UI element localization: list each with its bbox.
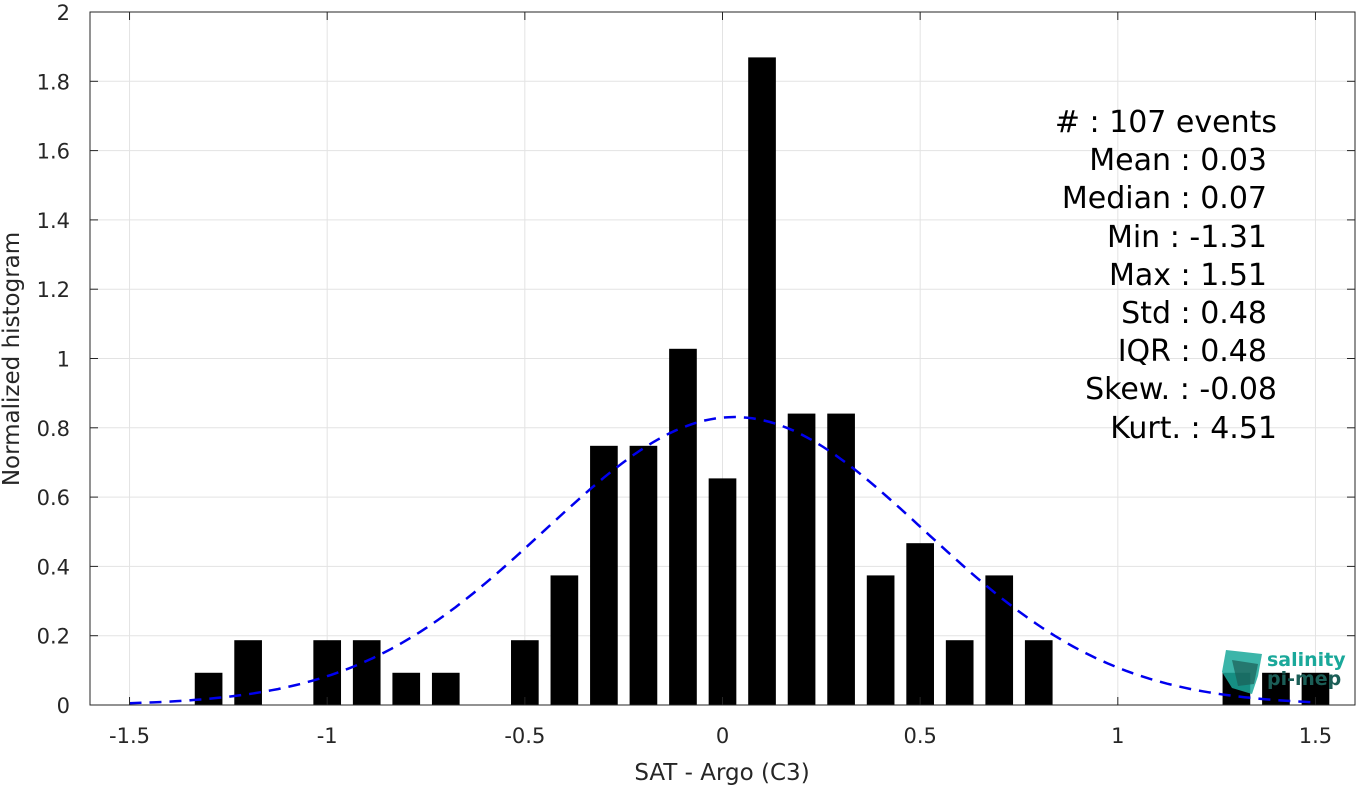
stats-box: # : 107 events Mean : 0.03 Median : 0.07…: [1055, 105, 1277, 446]
stat-skew: Skew. : -0.08: [1085, 372, 1277, 407]
histogram-bar: [945, 640, 974, 705]
salinity-pimep-logo: salinity pi-mep: [1222, 649, 1346, 694]
logo-line2: pi-mep: [1267, 668, 1341, 690]
y-tick-label: 0.4: [37, 555, 70, 579]
x-axis-ticks: -1.5 -1 -0.5 0 0.5 1 1.5: [109, 12, 1332, 748]
y-axis-label: Normalized histogram: [0, 232, 25, 486]
y-tick-label: 1.8: [37, 70, 70, 94]
x-tick-label: -0.5: [504, 724, 545, 748]
histogram-bar: [352, 640, 381, 705]
histogram-bar: [392, 672, 421, 705]
fit-curve: [129, 415, 1316, 705]
logo-line1: salinity: [1267, 649, 1346, 671]
stat-kurt: Kurt. : 4.51: [1110, 411, 1277, 446]
stat-count: # : 107 events: [1055, 105, 1277, 140]
y-tick-label: 0.2: [37, 625, 70, 649]
y-tick-label: 0.8: [37, 417, 70, 441]
histogram-bar: [708, 478, 737, 705]
y-axis-ticks: 0 0.2 0.4 0.6 0.8 1 1.2 1.4 1.6 1.8 2: [37, 1, 1355, 718]
histogram-bar: [787, 413, 816, 705]
histogram-bar: [669, 348, 697, 705]
stat-max: Max : 1.51: [1109, 258, 1267, 293]
x-axis-label: SAT - Argo (C3): [634, 760, 809, 786]
x-tick-label: -1.5: [109, 724, 150, 748]
y-tick-label: 2: [57, 1, 70, 25]
histogram-bar: [511, 640, 539, 705]
histogram-bar: [906, 543, 934, 705]
stat-mean: Mean : 0.03: [1089, 143, 1267, 178]
histogram-bar: [748, 57, 776, 706]
y-tick-label: 0.6: [37, 486, 70, 510]
histogram-bar: [1024, 640, 1053, 705]
histogram-bar: [629, 445, 658, 705]
x-tick-label: -1: [317, 724, 338, 748]
stat-iqr: IQR : 0.48: [1118, 334, 1267, 369]
histogram-bar: [431, 672, 460, 705]
x-tick-label: 1: [1111, 724, 1124, 748]
x-tick-label: 0: [716, 724, 729, 748]
histogram-bar: [827, 413, 855, 705]
stat-median: Median : 0.07: [1062, 181, 1267, 216]
stat-std: Std : 0.48: [1121, 296, 1267, 331]
logo-shape-dark-icon: [1232, 660, 1258, 686]
histogram-bars: [194, 57, 1330, 706]
y-tick-label: 0: [57, 694, 70, 718]
histogram-bar: [985, 575, 1014, 705]
x-tick-label: 1.5: [1299, 724, 1332, 748]
y-tick-label: 1.4: [37, 209, 70, 233]
y-tick-label: 1: [57, 348, 70, 372]
stat-min: Min : -1.31: [1107, 220, 1267, 255]
histogram-bar: [550, 575, 579, 705]
histogram-bar: [866, 575, 895, 705]
histogram-bar: [590, 445, 618, 705]
y-tick-label: 1.2: [37, 278, 70, 302]
x-tick-label: 0.5: [903, 724, 936, 748]
y-tick-label: 1.6: [37, 140, 70, 164]
